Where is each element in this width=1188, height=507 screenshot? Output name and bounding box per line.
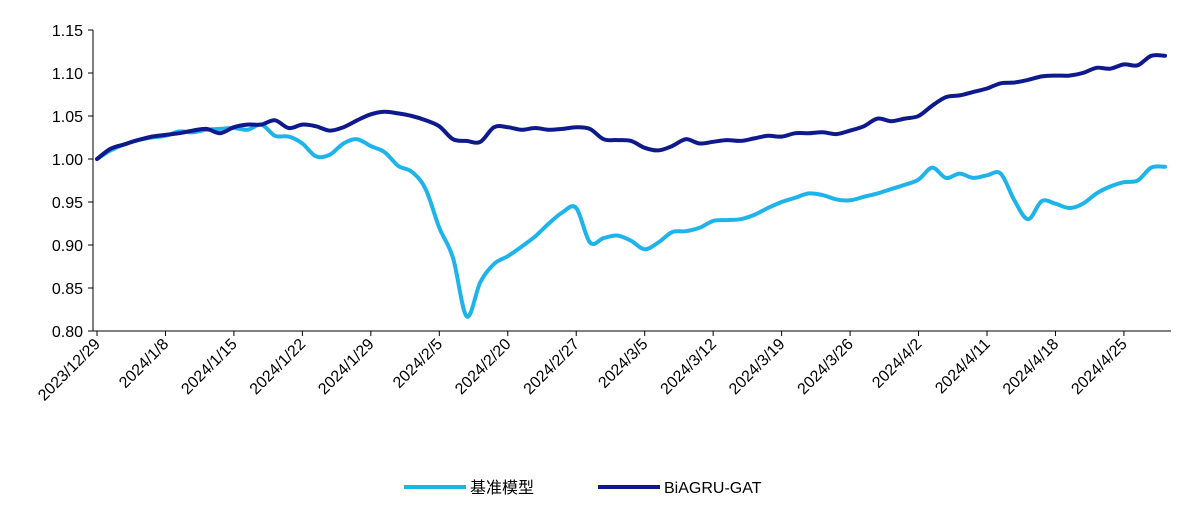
x-tick-label: 2024/4/18 [1000,336,1062,398]
x-tick-label: 2024/3/19 [726,336,788,398]
series-lines [95,53,1167,319]
series-line-biagru-gat [95,53,1167,161]
legend-label-biagru-gat: BiAGRU-GAT [664,480,762,497]
x-tick-label: 2024/1/8 [116,336,172,392]
x-tick-label: 2023/12/29 [35,336,104,405]
x-tick-label: 2024/3/12 [658,336,720,398]
x-tick-label: 2024/4/11 [932,336,994,398]
x-tick-label: 2024/2/27 [521,336,583,398]
x-tick-label: 2024/1/15 [178,336,240,398]
y-tick-label: 0.80 [52,324,83,341]
y-tick-label: 1.15 [52,23,83,40]
legend: 基准模型 BiAGRU-GAT [404,479,762,497]
x-tick-label: 2024/2/5 [390,336,446,392]
y-tick-label: 1.05 [52,109,83,126]
y-tick-label: 0.85 [52,281,83,298]
y-tick-label: 0.90 [52,238,83,255]
series-line-benchmark [95,122,1167,319]
y-tick-label: 1.10 [52,66,83,83]
x-tick-label: 2024/2/20 [452,336,514,398]
x-tick-label: 2024/1/22 [247,336,309,398]
x-tick-label: 2024/1/29 [315,336,377,398]
y-axis: 0.80 0.85 0.90 0.95 1.00 1.05 1.10 1.15 [52,23,94,341]
y-tick-label: 0.95 [52,195,83,212]
x-tick-label: 2024/3/26 [795,336,857,398]
x-tick-label: 2024/3/5 [595,336,651,392]
legend-label-benchmark: 基准模型 [470,479,534,497]
x-tick-label: 2024/4/2 [869,336,925,392]
x-tick-label: 2024/4/25 [1068,336,1130,398]
x-axis: 2023/12/29 2024/1/8 2024/1/15 2024/1/22 2024… [35,330,1171,405]
y-tick-label: 1.00 [52,152,83,169]
